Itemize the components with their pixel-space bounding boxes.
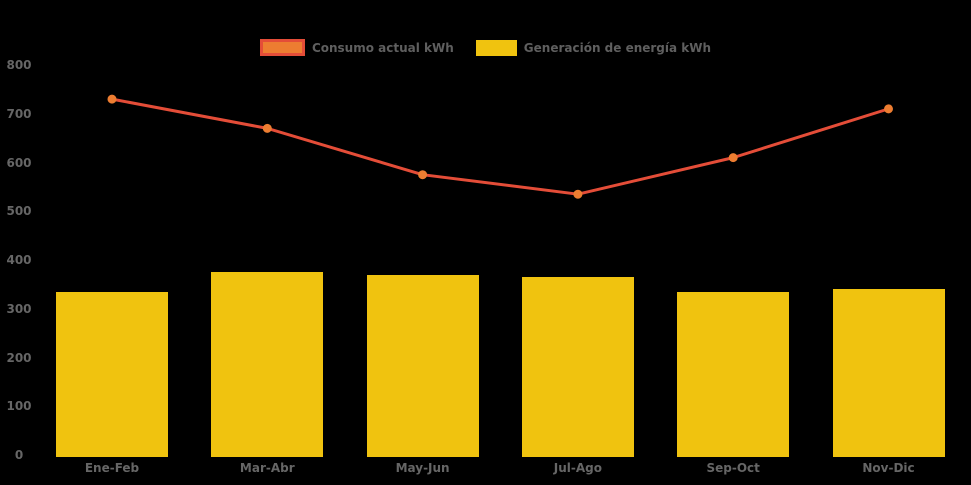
line-point-mar-abr[interactable] [262,123,272,133]
bar-ene-feb[interactable] [56,291,168,457]
bar-jul-ago[interactable] [521,277,634,457]
consumo-line-path [111,97,889,196]
bar-may-jun[interactable] [366,274,479,457]
legend-label-consumo: Consumo actual kWh [311,40,454,55]
bar-mar-abr[interactable] [211,272,324,457]
x-axis-label-mar-abr: Mar-Abr [239,461,295,475]
line-point-jul-ago[interactable] [573,189,583,199]
x-axis-label-jul-ago: Jul-Ago [553,461,603,475]
y-axis-label-0: 0 [14,448,24,462]
legend-label-generacion: Generación de energía kWh [523,40,712,55]
line-point-sep-oct[interactable] [728,153,738,163]
y-axis-label-200: 200 [6,350,32,365]
bar-nov-dic[interactable] [832,289,945,457]
y-axis-label-700: 700 [6,106,32,121]
legend-item-generacion[interactable]: Generación de energía kWh [475,39,712,56]
y-axis-label-500: 500 [6,204,32,219]
y-axis-label-800: 800 [6,58,32,72]
x-axis-label-sep-oct: Sep-Oct [706,461,760,475]
legend-swatch-generacion-bar [475,39,517,56]
x-axis-label-nov-dic: Nov-Dic [862,461,915,475]
legend-item-consumo[interactable]: Consumo actual kWh [259,39,454,56]
x-axis-label-ene-feb: Ene-Feb [84,461,140,475]
x-axis-label-may-jun: May-Jun [395,461,450,475]
legend-swatch-consumo-line [259,39,305,56]
line-point-ene-feb[interactable] [107,94,117,104]
chart-legend: Consumo actual kWh Generación de energía… [0,39,971,56]
y-axis-label-100: 100 [6,399,32,414]
bar-sep-oct[interactable] [677,291,790,457]
y-axis-label-400: 400 [6,253,32,267]
line-point-may-jun[interactable] [418,170,428,180]
y-axis-label-300: 300 [6,301,32,316]
y-axis-label-600: 600 [6,155,32,170]
line-point-nov-dic[interactable] [884,104,893,114]
